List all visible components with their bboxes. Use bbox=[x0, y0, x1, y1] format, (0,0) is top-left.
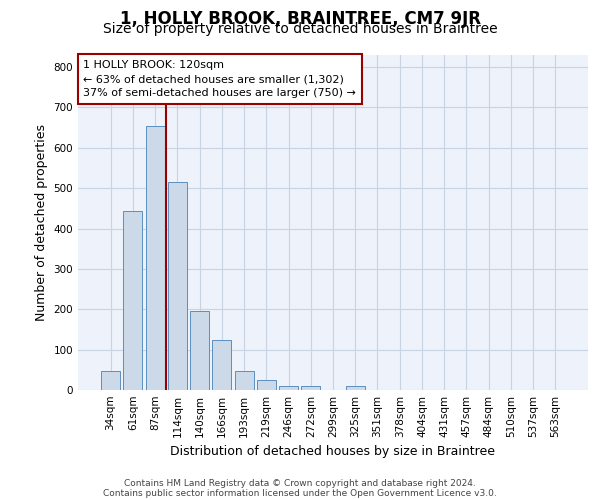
Bar bbox=[124, 211, 142, 390]
Text: Size of property relative to detached houses in Braintree: Size of property relative to detached ho… bbox=[103, 22, 497, 36]
Text: Contains HM Land Registry data © Crown copyright and database right 2024.: Contains HM Land Registry data © Crown c… bbox=[124, 478, 476, 488]
Bar bbox=[346, 386, 365, 390]
Bar bbox=[257, 380, 276, 390]
Text: 1 HOLLY BROOK: 120sqm
← 63% of detached houses are smaller (1,302)
37% of semi-d: 1 HOLLY BROOK: 120sqm ← 63% of detached … bbox=[83, 60, 356, 98]
Bar bbox=[146, 126, 164, 390]
Text: Contains public sector information licensed under the Open Government Licence v3: Contains public sector information licen… bbox=[103, 488, 497, 498]
Bar bbox=[212, 340, 231, 390]
Y-axis label: Number of detached properties: Number of detached properties bbox=[35, 124, 48, 321]
Bar bbox=[101, 371, 120, 390]
Bar bbox=[301, 386, 320, 390]
Text: 1, HOLLY BROOK, BRAINTREE, CM7 9JR: 1, HOLLY BROOK, BRAINTREE, CM7 9JR bbox=[119, 10, 481, 28]
Bar bbox=[168, 182, 187, 390]
Bar bbox=[279, 386, 298, 390]
X-axis label: Distribution of detached houses by size in Braintree: Distribution of detached houses by size … bbox=[170, 446, 496, 458]
Bar bbox=[235, 371, 254, 390]
Bar bbox=[190, 312, 209, 390]
